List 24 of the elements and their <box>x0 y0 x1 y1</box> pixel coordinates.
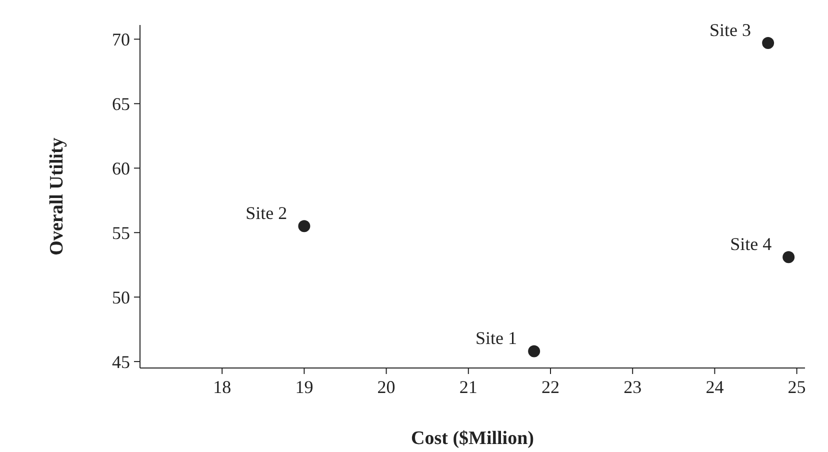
x-tick-label: 24 <box>706 376 724 397</box>
y-tick-label: 65 <box>112 94 130 114</box>
x-tick-label: 23 <box>624 376 642 397</box>
annotation: Site 2 <box>246 203 288 224</box>
x-axis-title: Cost ($Million) <box>411 428 534 449</box>
x-tick-label: 25 <box>788 376 806 397</box>
x-tick-label: 21 <box>459 376 478 397</box>
x-tick-label: 19 <box>295 376 314 397</box>
point <box>762 37 774 50</box>
annotation: Site 4 <box>730 234 772 254</box>
y-tick-label: 45 <box>112 352 130 372</box>
y-tick-label: 60 <box>112 158 130 179</box>
point <box>782 251 795 264</box>
x-tick-label: 20 <box>377 376 396 397</box>
y-tick-label: 70 <box>112 30 130 50</box>
y-tick-label: 50 <box>112 287 130 308</box>
y-tick-label: 55 <box>112 222 130 243</box>
x-tick-label: 18 <box>213 376 232 397</box>
point <box>528 345 540 358</box>
annotation: Site 3 <box>710 20 752 40</box>
point <box>298 220 310 232</box>
annotation: Site 1 <box>476 328 518 348</box>
x-tick-label: 22 <box>541 376 560 397</box>
y-axis-title: Overall Utility <box>46 137 68 256</box>
